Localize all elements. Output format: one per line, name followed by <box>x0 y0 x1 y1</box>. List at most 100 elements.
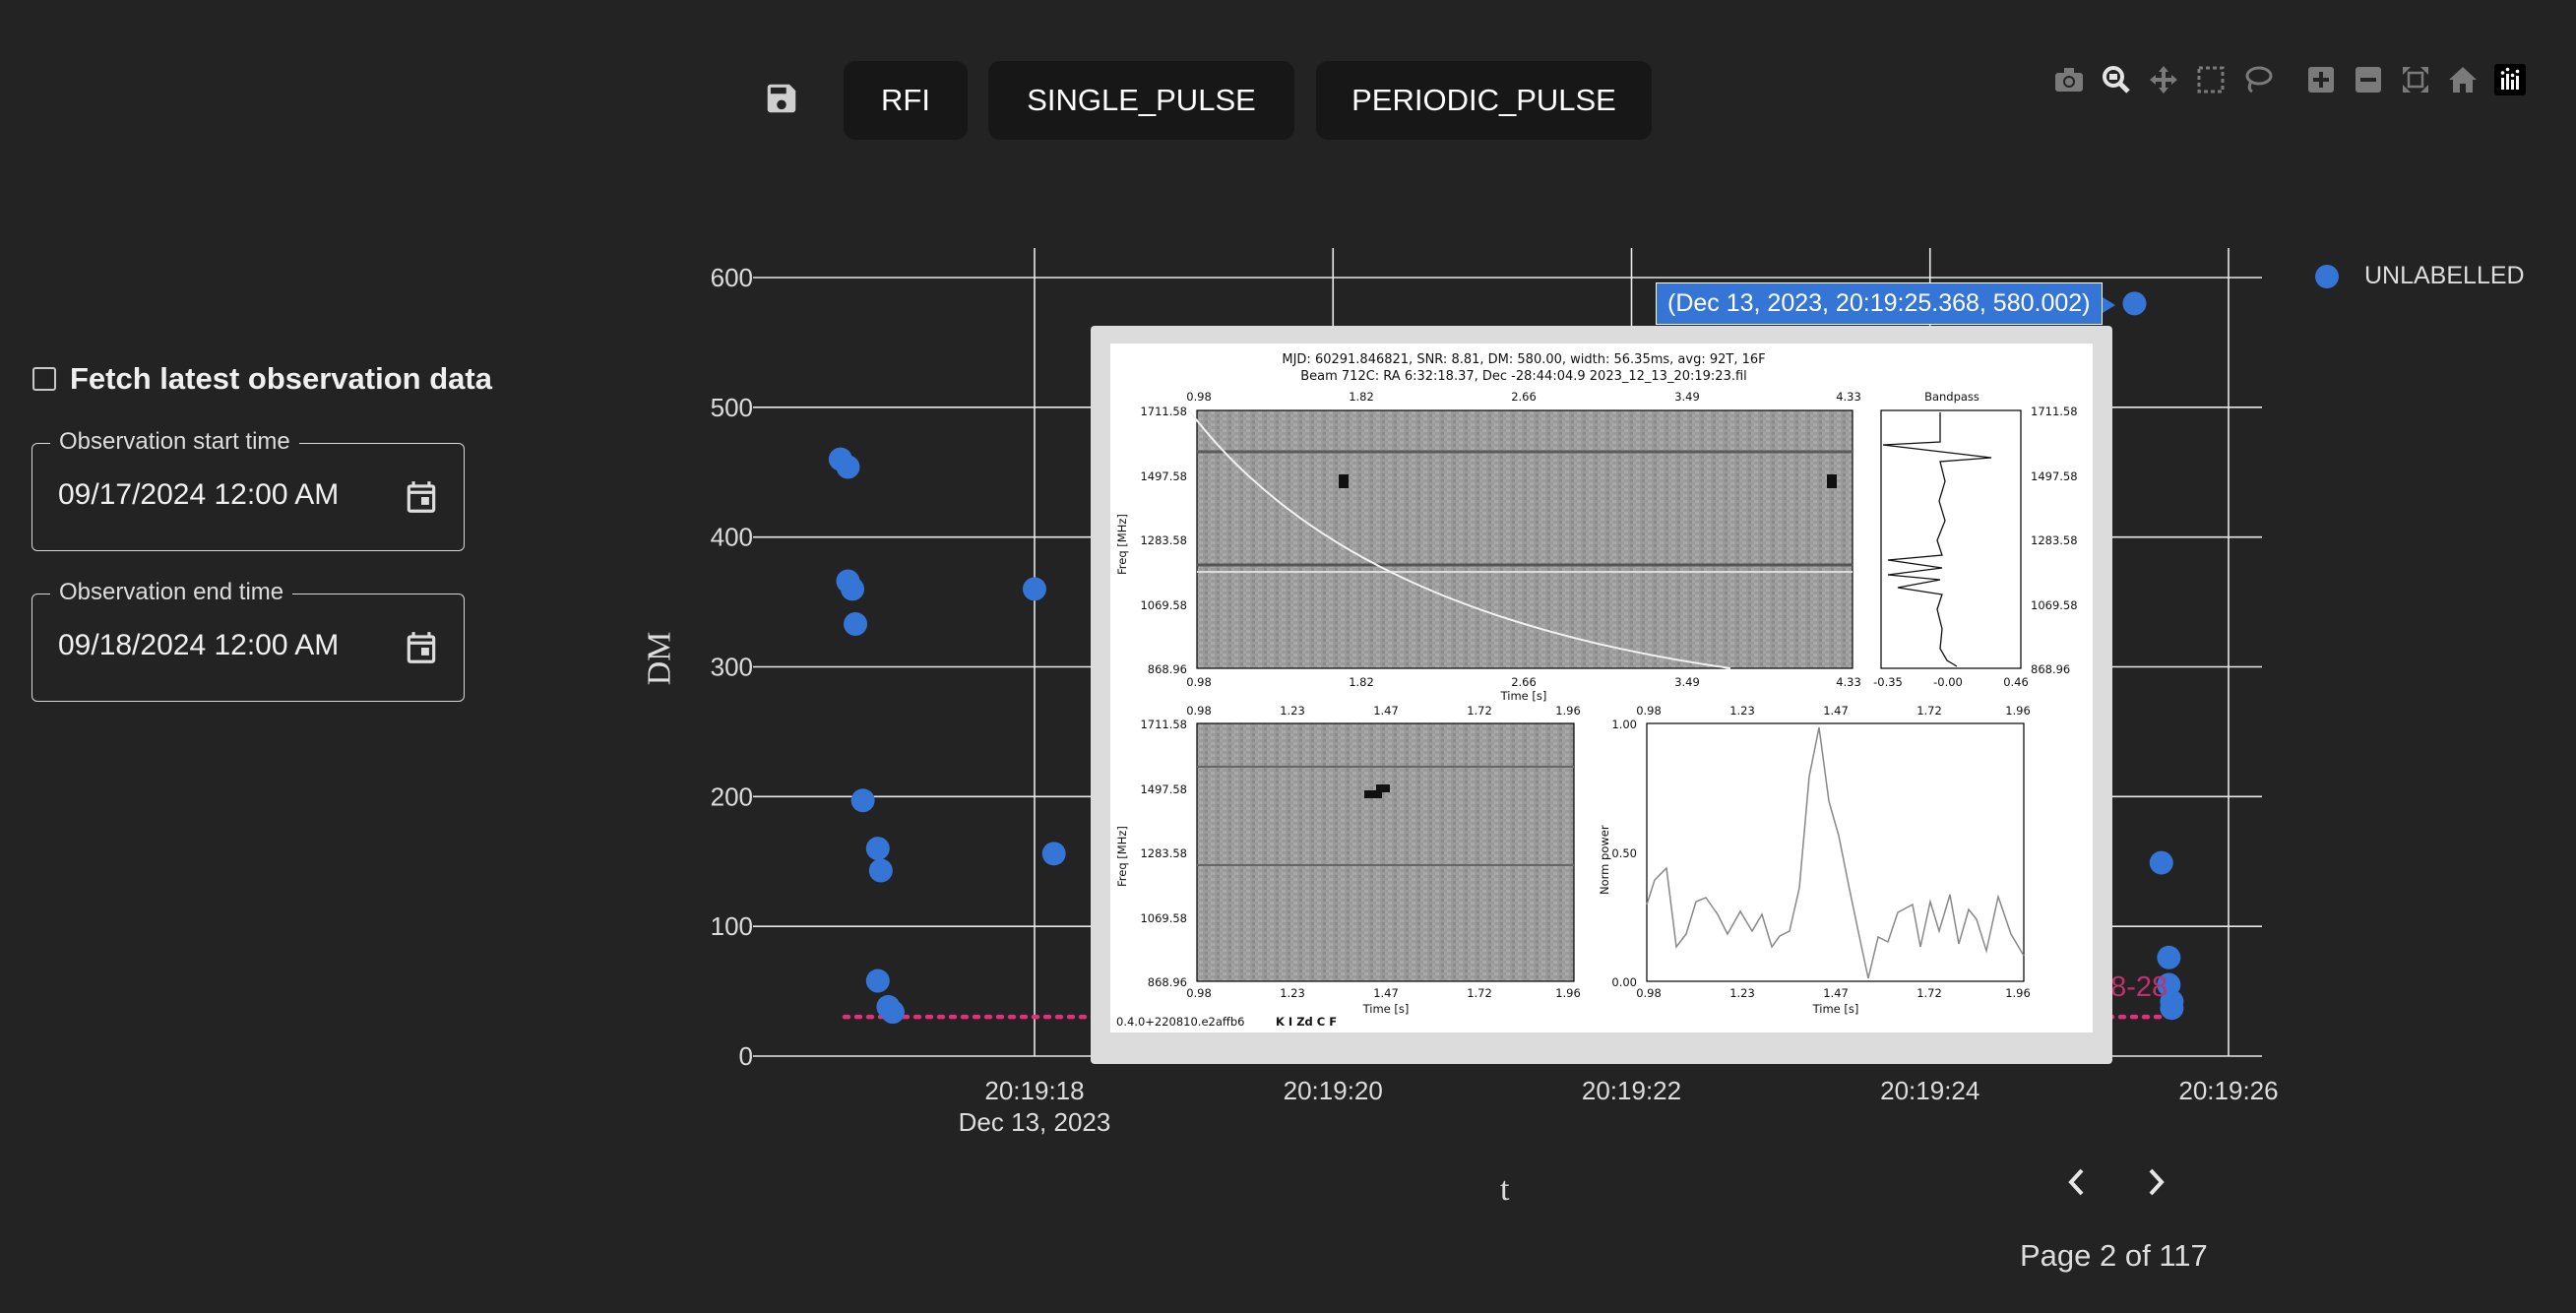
data-point[interactable] <box>2160 996 2184 1021</box>
zoom-in-icon[interactable] <box>2297 61 2345 98</box>
start-field-value[interactable]: 09/17/2024 12:00 AM <box>58 478 340 511</box>
tick: 0.98 <box>1186 704 1212 718</box>
tick: 1.00 <box>1611 718 1637 731</box>
tick: 3.49 <box>1674 675 1700 689</box>
data-point[interactable] <box>865 837 890 861</box>
data-point[interactable] <box>1023 577 1046 601</box>
floppy-disk-icon[interactable] <box>763 79 800 118</box>
tick: 1.82 <box>1349 675 1374 689</box>
tick: 1.96 <box>1555 986 1581 1000</box>
tick: 0.00 <box>1611 975 1637 989</box>
y-tick-label: 500 <box>711 393 753 422</box>
tick: 0.46 <box>2003 675 2029 689</box>
inset-footer-version: 0.4.0+220810.e2affb6 <box>1116 1015 1244 1029</box>
data-point[interactable] <box>2122 291 2147 316</box>
data-point[interactable] <box>841 577 865 601</box>
fetch-label: Fetch latest observation data <box>70 361 492 396</box>
bandpass-title: Bandpass <box>1924 390 1979 404</box>
data-point[interactable] <box>2157 945 2181 969</box>
data-point[interactable] <box>880 1000 905 1025</box>
tick: 1.47 <box>1823 986 1849 1000</box>
data-point[interactable] <box>850 788 875 813</box>
tick: 1.47 <box>1823 704 1849 718</box>
tick: 1.23 <box>1280 704 1305 718</box>
start-field-legend: Observation start time <box>50 428 299 456</box>
tick: 1069.58 <box>1140 911 1187 925</box>
tick: 1.96 <box>2005 704 2031 718</box>
tick: 4.33 <box>1836 390 1861 404</box>
tick: 2.66 <box>1511 390 1537 404</box>
tick: 1.23 <box>1280 986 1305 1000</box>
data-point[interactable] <box>865 969 890 993</box>
data-point[interactable] <box>836 455 860 479</box>
tick: 1283.58 <box>1140 533 1187 547</box>
data-point[interactable] <box>2149 850 2173 875</box>
plot-points[interactable] <box>828 291 2184 1025</box>
legend-item[interactable]: UNLABELLED <box>2315 262 2525 290</box>
zoom-icon[interactable] <box>2093 61 2140 98</box>
candidate-diagnostic-image: .t { font-family:"DejaVu Sans", sans-ser… <box>1110 344 2093 1032</box>
tick: 3.49 <box>1674 390 1700 404</box>
tick: 868.96 <box>1148 662 1187 676</box>
lasso-icon[interactable] <box>2234 61 2282 98</box>
tick: 1711.58 <box>1140 718 1187 731</box>
data-point[interactable] <box>868 858 893 883</box>
x-tick-label: 20:19:22 <box>1582 1076 1681 1105</box>
tick: 4.33 <box>1836 675 1861 689</box>
previous-page-button[interactable] <box>2059 1164 2095 1200</box>
tick: 1497.58 <box>2031 469 2078 483</box>
calendar-icon[interactable] <box>403 628 440 667</box>
tick: 0.98 <box>1636 986 1662 1000</box>
diagnostic-plot: .t { font-family:"DejaVu Sans", sans-ser… <box>1115 352 2078 1029</box>
pan-icon[interactable] <box>2140 61 2187 98</box>
camera-icon[interactable] <box>2045 61 2093 98</box>
observation-end-field[interactable]: Observation end time 09/18/2024 12:00 AM <box>31 579 465 702</box>
fetch-checkbox[interactable] <box>32 367 56 391</box>
periodic-pulse-button[interactable]: PERIODIC_PULSE <box>1316 61 1652 140</box>
tick: 1.82 <box>1349 390 1374 404</box>
x-tick-label: 20:19:26 <box>2178 1076 2278 1105</box>
next-page-button[interactable] <box>2138 1164 2173 1200</box>
y-axis-label: DM <box>641 631 678 686</box>
x-tick-label: 20:19:20 <box>1284 1076 1383 1105</box>
tick: 868.96 <box>1148 975 1187 989</box>
x-axis-label: t <box>1500 1171 1510 1208</box>
observation-start-field[interactable]: Observation start time 09/17/2024 12:00 … <box>31 428 465 551</box>
rfi-button[interactable]: RFI <box>844 61 968 140</box>
single-pulse-button[interactable]: SINGLE_PULSE <box>988 61 1294 140</box>
tick: 0.50 <box>1611 846 1637 860</box>
autoscale-icon[interactable] <box>2392 61 2439 98</box>
box-select-icon[interactable] <box>2187 61 2234 98</box>
tick: 1.72 <box>1467 986 1492 1000</box>
time-label: Time [s] <box>1500 689 1547 703</box>
y-tick-label: 0 <box>739 1041 753 1071</box>
inset-header-2: Beam 712C: RA 6:32:18.37, Dec -28:44:04.… <box>1300 369 1747 384</box>
plotly-logo-icon[interactable] <box>2486 61 2534 98</box>
tick: 0.98 <box>1186 390 1212 404</box>
page-indicator: Page 2 of 117 <box>2020 1238 2208 1273</box>
data-point[interactable] <box>844 611 868 636</box>
tick: 0.98 <box>1186 986 1212 1000</box>
tick: 1711.58 <box>2031 405 2078 418</box>
tick: 0.98 <box>1636 704 1662 718</box>
x-tick-date: Dec 13, 2023 <box>959 1107 1111 1137</box>
end-field-legend: Observation end time <box>50 579 293 606</box>
calendar-icon[interactable] <box>403 477 440 517</box>
tick: -0.00 <box>1933 675 1963 689</box>
data-point[interactable] <box>1041 842 1066 866</box>
tick: 1069.58 <box>2031 598 2078 612</box>
end-field-value[interactable]: 09/18/2024 12:00 AM <box>58 629 340 661</box>
time-label: Time [s] <box>1362 1002 1410 1016</box>
tick: 1.23 <box>1729 986 1755 1000</box>
reset-axes-icon[interactable] <box>2439 61 2486 98</box>
x-tick-label: 20:19:18 <box>984 1076 1084 1105</box>
legend-label: UNLABELLED <box>2364 262 2525 289</box>
time-label: Time [s] <box>1812 1002 1859 1016</box>
tick: 0.98 <box>1186 675 1212 689</box>
tick: 1711.58 <box>1140 405 1187 418</box>
norm-label: Norm power <box>1598 825 1611 895</box>
fetch-latest-toggle[interactable]: Fetch latest observation data <box>32 361 492 397</box>
tick: 2.66 <box>1511 675 1537 689</box>
zoom-out-icon[interactable] <box>2345 61 2392 98</box>
